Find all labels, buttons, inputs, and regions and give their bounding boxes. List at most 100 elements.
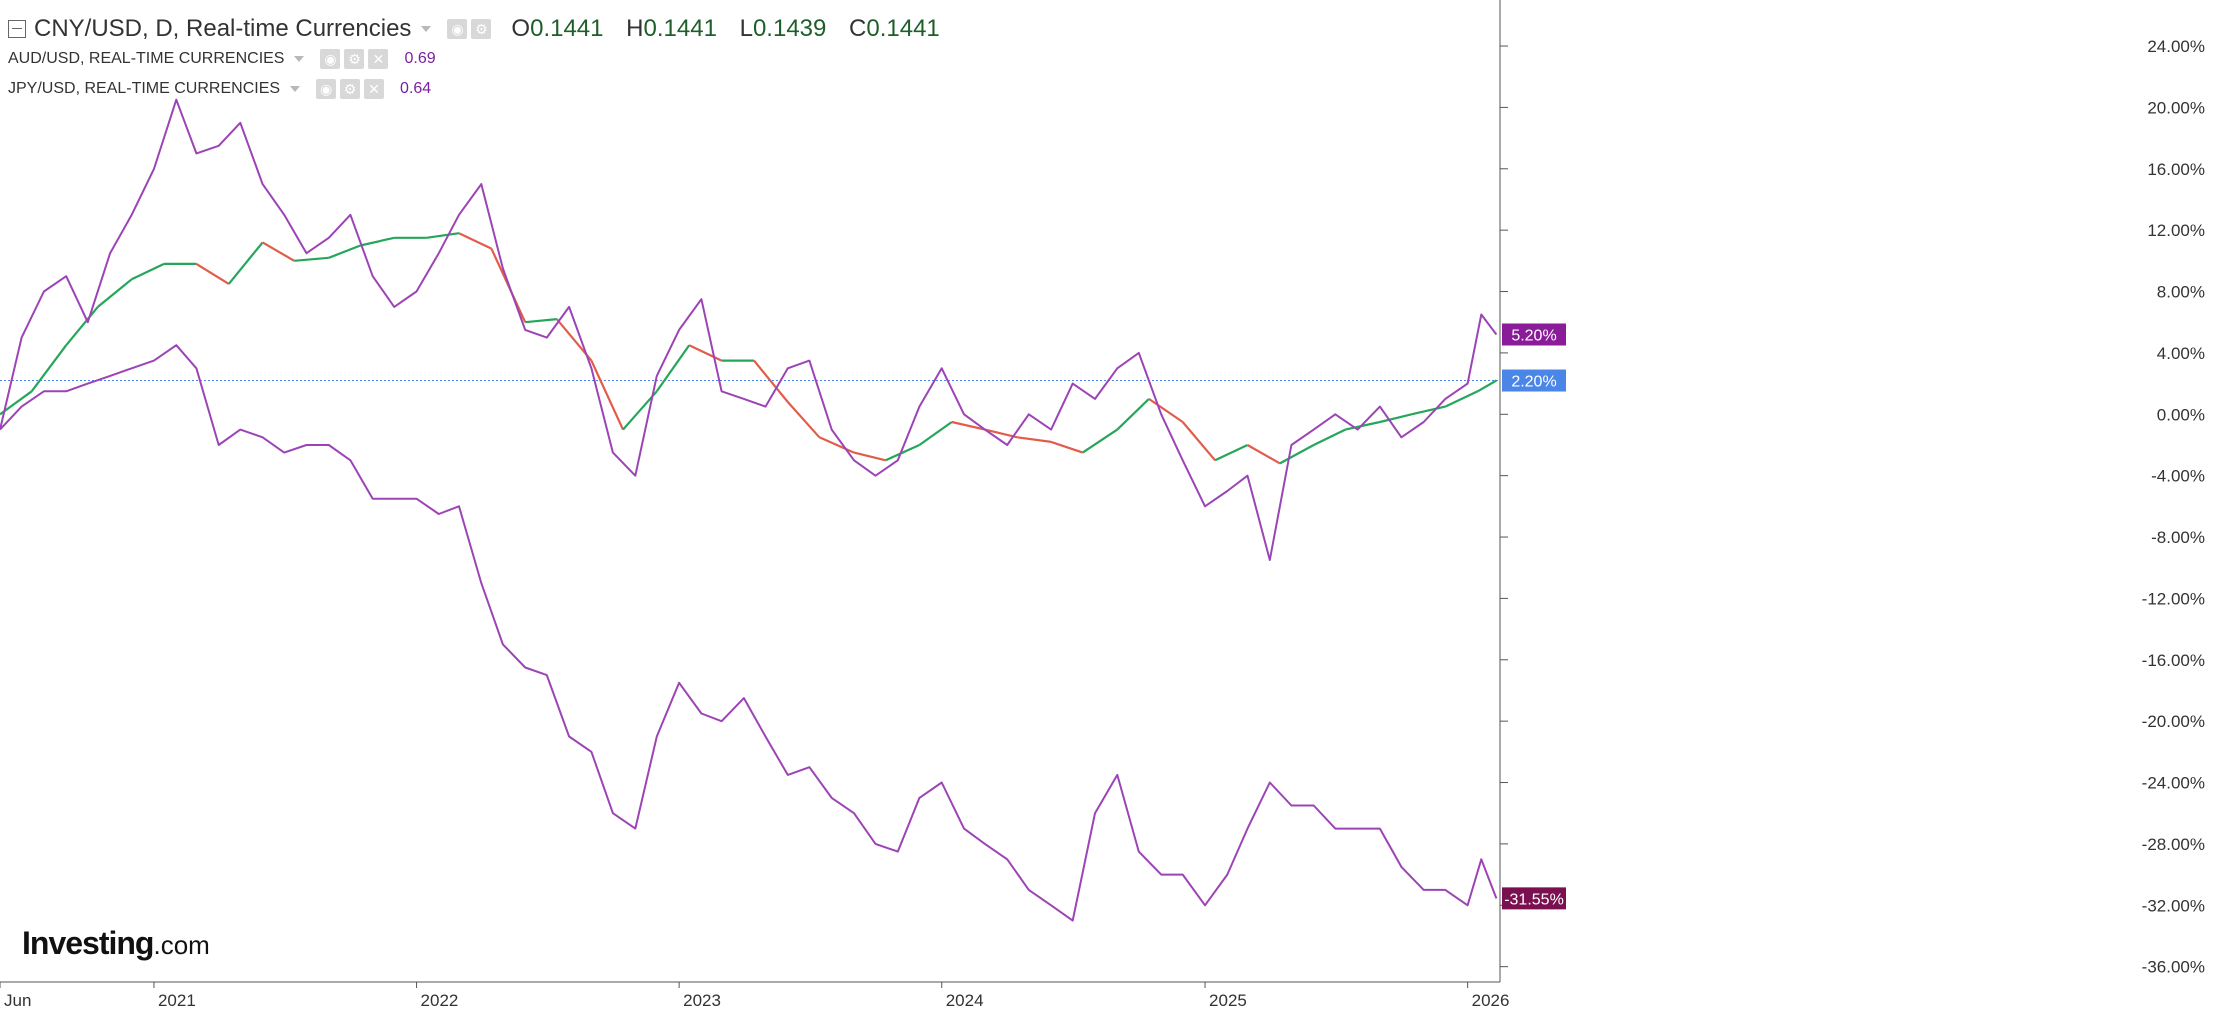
- legend-row-jpy: JPY/USD, REAL-TIME CURRENCIES ◉ ⚙ ✕ 0.64: [8, 74, 956, 104]
- cny-usd-candle: [30, 344, 68, 392]
- aud-dropdown-icon[interactable]: [294, 56, 305, 62]
- y-tick-label: -4.00%: [2151, 467, 2205, 486]
- cny-usd-candle: [1444, 390, 1479, 408]
- cny-usd-candle: [1148, 397, 1184, 423]
- close-value: 0.1441: [866, 15, 940, 42]
- jpy-usd-line: [0, 344, 1498, 922]
- cny-usd-candle: [525, 318, 557, 324]
- jpy-usd-last-label-box: [1502, 887, 1566, 910]
- x-tick-label: 2023: [683, 991, 721, 1010]
- open-value: 0.1441: [530, 15, 604, 42]
- cny-usd-candle: [984, 428, 1018, 439]
- aud-symbol-label[interactable]: AUD/USD, REAL-TIME CURRENCIES: [8, 50, 285, 67]
- y-tick-label: -16.00%: [2142, 651, 2205, 670]
- logo-suffix: .com: [153, 930, 210, 960]
- x-tick-label: 2021: [158, 991, 196, 1010]
- settings-gear-icon[interactable]: ⚙: [471, 19, 492, 39]
- legend-row-main: CNY/USD, D, Real-time Currencies ◉ ⚙ O0.…: [8, 14, 956, 44]
- aud-usd-last-label-box: [1502, 323, 1566, 346]
- last-value-labels: 2.20% 5.20% -31.55%: [1502, 323, 1566, 910]
- collapse-legend-icon[interactable]: [8, 20, 26, 38]
- jpy-remove-icon[interactable]: ✕: [364, 79, 385, 99]
- x-tick-label: 2025: [1209, 991, 1247, 1010]
- cny-usd-candle: [1313, 428, 1346, 446]
- x-tick-label: 2022: [421, 991, 459, 1010]
- x-tick-label: Jun: [4, 991, 31, 1010]
- y-tick-label: 4.00%: [2157, 344, 2205, 363]
- y-tick-label: -36.00%: [2142, 958, 2205, 977]
- y-tick-label: 24.00%: [2147, 37, 2205, 56]
- y-tick-label: 12.00%: [2147, 221, 2205, 240]
- jpy-visibility-icon[interactable]: ◉: [316, 79, 337, 99]
- x-axis[interactable]: Jun 2021 2022 2023 2024 2025 2026: [0, 982, 1509, 1010]
- cny-usd-candle: [1116, 398, 1150, 431]
- cny-usd-candle: [1181, 421, 1216, 462]
- cny-usd-candle: [262, 241, 295, 262]
- aud-value: 0.69: [404, 50, 436, 67]
- symbol-dropdown-icon[interactable]: [421, 26, 432, 32]
- cny-usd-candle: [294, 256, 329, 262]
- cny-usd-last-label: 2.20%: [1511, 374, 1556, 391]
- y-tick-label: 16.00%: [2147, 160, 2205, 179]
- aud-visibility-icon[interactable]: ◉: [320, 49, 341, 69]
- cny-usd-candle: [1477, 379, 1497, 393]
- y-axis[interactable]: 24.00% 20.00% 16.00% 12.00% 8.00% 4.00% 0.00% -…: [1500, 37, 2205, 977]
- cny-usd-candle: [195, 262, 230, 285]
- close-label: C: [849, 15, 867, 42]
- cny-usd-candle: [818, 436, 855, 454]
- cny-usd-candle: [786, 401, 821, 439]
- aud-usd-line: [0, 98, 1498, 561]
- y-tick-label: 0.00%: [2157, 405, 2205, 424]
- cny-usd-candle: [1279, 444, 1315, 465]
- high-value: 0.1441: [643, 15, 717, 42]
- cny-usd-candle: [328, 244, 361, 259]
- cny-usd-candle: [885, 443, 920, 462]
- cny-usd-candle: [1082, 428, 1118, 454]
- cny-usd-candle: [1017, 436, 1052, 443]
- cny-usd-candle: [655, 344, 691, 392]
- open-label: O: [511, 15, 531, 42]
- logo-brand: Investing: [22, 925, 154, 961]
- aud-settings-icon[interactable]: ⚙: [344, 49, 365, 69]
- cny-usd-candle: [458, 232, 492, 250]
- legend-row-aud: AUD/USD, REAL-TIME CURRENCIES ◉ ⚙ ✕ 0.69: [8, 44, 956, 74]
- cny-usd-candle: [951, 420, 986, 431]
- low-value: 0.1439: [752, 15, 827, 42]
- cny-usd-candle: [853, 451, 886, 462]
- cny-usd-candle: [590, 360, 625, 431]
- jpy-dropdown-icon[interactable]: [290, 86, 301, 92]
- jpy-settings-icon[interactable]: ⚙: [340, 79, 361, 99]
- cny-usd-candle: [753, 359, 789, 403]
- cny-usd-candle: [97, 278, 133, 308]
- cny-usd-candle: [360, 236, 395, 247]
- cny-usd-candle: [131, 262, 165, 281]
- high-label: H: [626, 15, 644, 42]
- cny-usd-candle: [1411, 405, 1446, 416]
- cny-usd-candle: [426, 232, 460, 239]
- cny-usd-candle: [1050, 440, 1084, 454]
- cny-usd-candle: [1379, 413, 1412, 424]
- cny-usd-last-label-box: [1502, 369, 1566, 392]
- series-group: [0, 98, 1498, 922]
- visibility-toggle-icon[interactable]: ◉: [447, 19, 468, 39]
- y-tick-label: -24.00%: [2142, 774, 2205, 793]
- y-tick-label: -28.00%: [2142, 835, 2205, 854]
- chart-legend: CNY/USD, D, Real-time Currencies ◉ ⚙ O0.…: [8, 14, 956, 104]
- jpy-usd-last-label: -31.55%: [1504, 891, 1564, 908]
- cny-usd-candle: [227, 241, 264, 285]
- main-symbol-label[interactable]: CNY/USD, D, Real-time Currencies: [34, 15, 412, 42]
- chart-frame: [0, 0, 1501, 983]
- x-tick-label: 2024: [946, 991, 984, 1010]
- cny-usd-candle: [1246, 444, 1281, 465]
- y-tick-label: 8.00%: [2157, 283, 2205, 302]
- cny-usd-candle: [1214, 444, 1248, 462]
- x-tick-label: 2026: [1472, 991, 1510, 1010]
- y-tick-label: 20.00%: [2147, 98, 2205, 117]
- ohlc-values: O0.1441 H0.1441 L0.1439 C0.1441: [511, 15, 955, 43]
- jpy-value: 0.64: [400, 80, 432, 97]
- jpy-symbol-label[interactable]: JPY/USD, REAL-TIME CURRENCIES: [8, 80, 281, 97]
- aud-remove-icon[interactable]: ✕: [368, 49, 389, 69]
- cny-usd-candle: [688, 344, 723, 362]
- low-label: L: [739, 15, 753, 42]
